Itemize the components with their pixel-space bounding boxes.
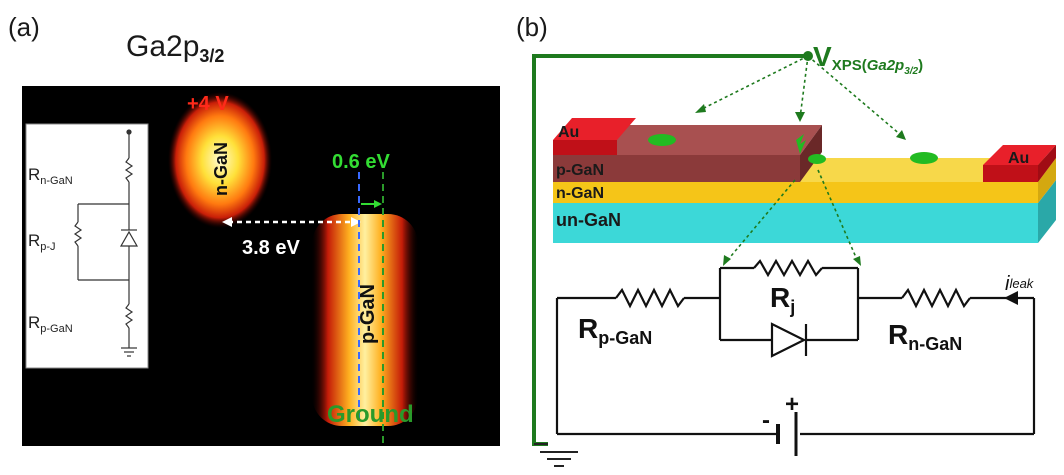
pgan-layer-front [553,155,800,182]
probe-spot-pgan [648,134,676,146]
au-right-label: Au [1008,150,1029,167]
au-left-front [553,140,617,155]
pgan-layer-side [800,125,822,182]
panel-a-title: Ga2p3/2 [126,30,225,66]
voltage-label: +4 V [187,93,229,115]
probe-spot-ngan [910,152,938,164]
small-shift-label: 0.6 eV [332,151,390,173]
resistor-ngan [901,287,971,309]
probe-spot-junction [808,154,826,164]
inset-label-rpgan: Rp-GaN [28,313,73,335]
au-right-top [983,145,1056,165]
vxps-label: VXPS(Ga2p3/2) [813,41,923,77]
ngan-label: n-GaN [211,142,231,196]
rpgan-label: Rp-GaN [578,313,652,348]
resistor-pgan [615,287,685,309]
probe-arrows [699,55,903,263]
au-left-top [553,118,636,140]
circuit-wires [555,258,1036,436]
rngan-label: Rn-GaN [888,319,962,354]
probe-spot-edge [796,134,806,154]
inset-label-rpj: Rp-J [28,231,56,253]
panel-a-overlay: +4 V n-GaN p-GaN 3.8 eV 0.6 eV Ground [187,93,414,446]
pgan-layer-label: p-GaN [556,162,604,179]
ileak-label: ileak [1005,273,1035,295]
battery-plus-label: + [785,391,799,418]
inset-resistor-pj [73,221,83,247]
shift-label: 3.8 eV [242,237,300,259]
ground-label: Ground [327,401,414,428]
panel-a-label: (a) [8,12,40,42]
resistor-rj [753,258,823,278]
panel-b-label: (b) [516,12,548,42]
ngan-layer-side [1038,158,1056,203]
pgan-intensity-blob [312,214,418,426]
ngan-layer-front [553,182,1038,203]
ungan-layer-side [1038,180,1056,243]
inset-resistor-ngan [124,157,134,183]
ground-symbol [534,443,578,467]
leak-current-arrow [1004,291,1018,305]
battery-minus-label: - [762,407,770,434]
inset-resistor-pgan [124,303,134,329]
inset-label-rngan: Rn-GaN [28,165,73,187]
au-left-label: Au [558,124,579,141]
inset-circuit: Rn-GaN Rp-J Rp-GaN [28,129,139,357]
ungan-layer-front [553,203,1038,243]
pgan-label: p-GaN [357,284,379,344]
ngan-layer-label: n-GaN [556,185,604,202]
rj-label: Rj [770,282,795,317]
xps-image [22,86,500,446]
ungan-layer-label: un-GaN [556,210,621,230]
au-right-front [983,165,1038,182]
diode-triangle [770,322,807,358]
ngan-intensity-blob [168,92,272,228]
